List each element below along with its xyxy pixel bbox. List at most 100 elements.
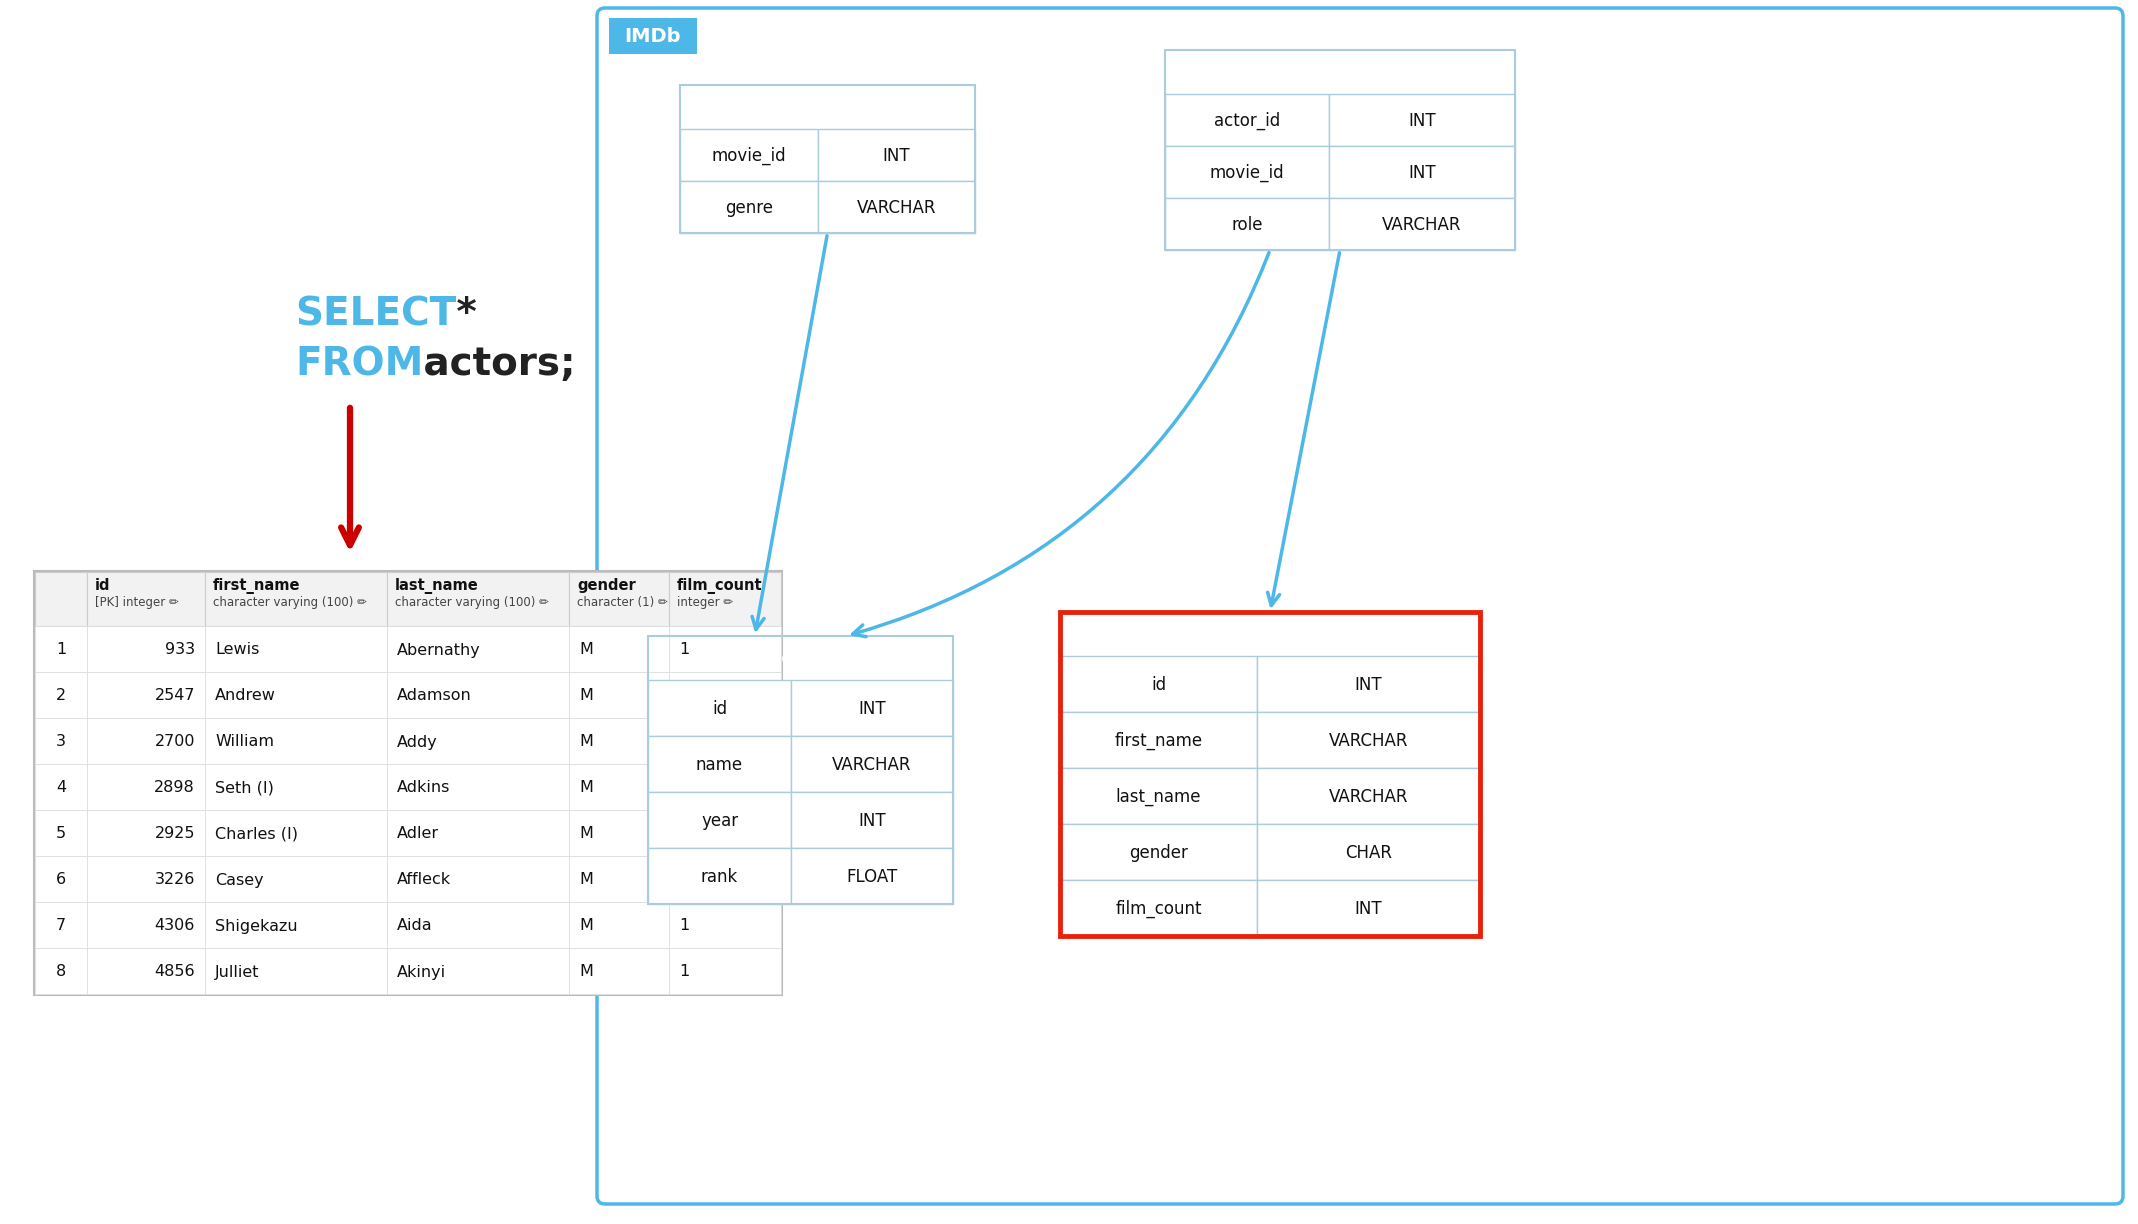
Text: actors: actors [1236,625,1304,645]
FancyBboxPatch shape [387,949,569,994]
Text: Shigekazu: Shigekazu [216,918,297,934]
Text: 1: 1 [680,781,688,796]
FancyBboxPatch shape [569,949,669,994]
Text: roles: roles [1313,64,1368,82]
Text: Adamson: Adamson [398,688,472,704]
FancyBboxPatch shape [34,572,783,995]
Text: movies_genres: movies_genres [746,98,909,118]
FancyBboxPatch shape [205,856,387,902]
FancyBboxPatch shape [205,949,387,994]
FancyBboxPatch shape [1257,656,1479,712]
FancyBboxPatch shape [669,672,780,718]
FancyBboxPatch shape [34,764,88,810]
FancyBboxPatch shape [88,810,205,856]
Text: 7: 7 [56,918,66,934]
FancyBboxPatch shape [669,718,780,764]
FancyBboxPatch shape [387,672,569,718]
FancyBboxPatch shape [569,856,669,902]
Text: CHAR: CHAR [1345,845,1392,862]
Text: role: role [1231,215,1264,234]
FancyBboxPatch shape [669,764,780,810]
FancyBboxPatch shape [569,572,669,625]
FancyBboxPatch shape [819,181,975,233]
FancyBboxPatch shape [680,129,819,181]
Text: Affleck: Affleck [398,873,451,887]
FancyBboxPatch shape [88,572,205,625]
Text: movie_id: movie_id [712,147,787,165]
FancyBboxPatch shape [34,718,88,764]
Text: 3: 3 [56,734,66,749]
FancyBboxPatch shape [648,792,791,848]
FancyBboxPatch shape [205,672,387,718]
Text: integer ✏: integer ✏ [678,596,733,610]
FancyBboxPatch shape [205,810,387,856]
FancyBboxPatch shape [88,949,205,994]
FancyBboxPatch shape [648,848,791,905]
FancyBboxPatch shape [88,764,205,810]
Text: VARCHAR: VARCHAR [1328,788,1409,805]
FancyBboxPatch shape [205,764,387,810]
FancyBboxPatch shape [34,949,88,994]
Text: 1: 1 [680,688,688,704]
FancyBboxPatch shape [569,672,669,718]
FancyBboxPatch shape [387,764,569,810]
Text: 1: 1 [680,643,688,657]
FancyBboxPatch shape [569,718,669,764]
FancyBboxPatch shape [387,718,569,764]
Text: id: id [94,578,111,592]
Text: INT: INT [857,812,885,830]
FancyBboxPatch shape [669,572,780,625]
Text: name: name [697,756,744,774]
FancyBboxPatch shape [88,856,205,902]
FancyBboxPatch shape [34,625,88,672]
Text: INT: INT [1409,113,1437,130]
FancyBboxPatch shape [791,681,954,736]
FancyBboxPatch shape [1060,767,1257,824]
Text: VARCHAR: VARCHAR [1328,732,1409,750]
FancyBboxPatch shape [387,856,569,902]
Text: 1: 1 [56,643,66,657]
FancyBboxPatch shape [88,672,205,718]
Text: 4856: 4856 [154,965,195,979]
Text: 6: 6 [56,873,66,887]
Text: Seth (I): Seth (I) [216,781,274,796]
Text: Addy: Addy [398,734,438,749]
FancyBboxPatch shape [88,902,205,949]
Text: gender: gender [1129,845,1189,862]
FancyBboxPatch shape [205,718,387,764]
FancyBboxPatch shape [569,625,669,672]
Text: character varying (100) ✏: character varying (100) ✏ [214,596,368,610]
FancyBboxPatch shape [597,9,2123,1204]
Text: VARCHAR: VARCHAR [832,756,911,774]
Text: Lewis: Lewis [216,643,259,657]
Text: Charles (I): Charles (I) [216,826,297,842]
Text: 2700: 2700 [154,734,195,749]
Text: M: M [579,873,592,887]
FancyBboxPatch shape [88,625,205,672]
FancyBboxPatch shape [669,902,780,949]
Text: INT: INT [1409,164,1437,182]
Text: rank: rank [701,868,738,886]
Text: Akinyi: Akinyi [398,965,447,979]
Text: 2925: 2925 [154,826,195,842]
Text: 3226: 3226 [154,873,195,887]
Text: last_name: last_name [1116,788,1202,807]
Text: 4306: 4306 [154,918,195,934]
FancyBboxPatch shape [387,810,569,856]
Text: Aida: Aida [398,918,432,934]
Text: FLOAT: FLOAT [847,868,898,886]
Text: INT: INT [1355,900,1383,918]
FancyBboxPatch shape [1165,146,1330,198]
Text: genre: genre [725,200,774,217]
Text: M: M [579,918,592,934]
Text: 1: 1 [680,734,688,749]
FancyBboxPatch shape [791,848,954,905]
Text: SELECT: SELECT [295,295,455,333]
FancyBboxPatch shape [1330,198,1516,250]
Text: INT: INT [857,700,885,718]
Text: 2547: 2547 [154,688,195,704]
Text: M: M [579,643,592,657]
FancyBboxPatch shape [88,718,205,764]
Text: M: M [579,781,592,796]
Text: actors;: actors; [410,345,575,383]
